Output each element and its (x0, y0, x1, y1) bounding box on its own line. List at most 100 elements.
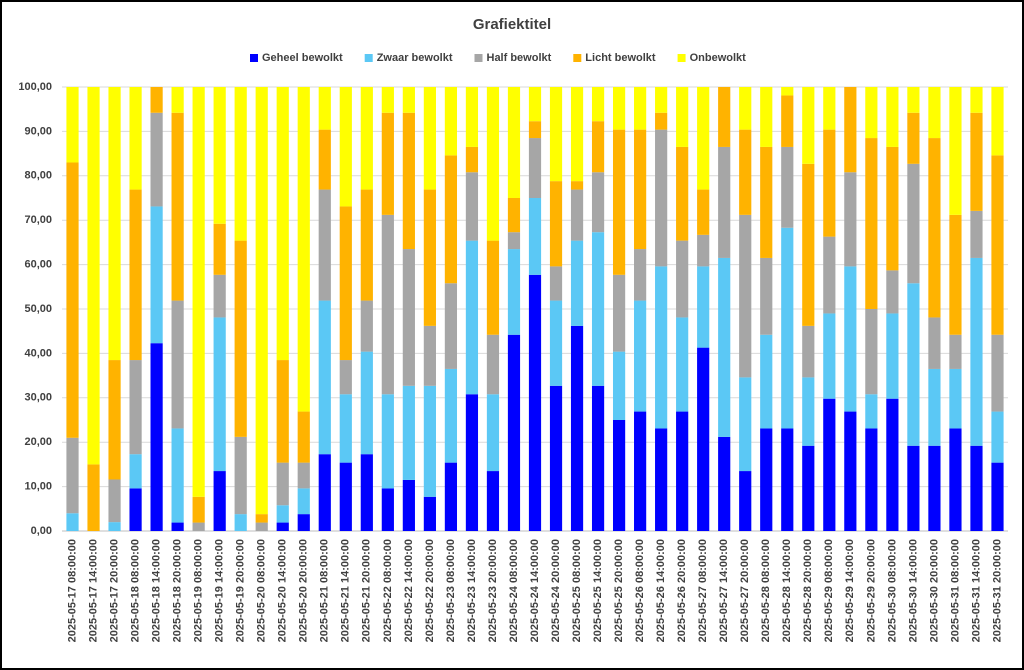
bar-segment (423, 87, 436, 190)
bar-segment (612, 351, 626, 420)
bar-segment (444, 87, 458, 156)
bar-segment (318, 189, 331, 301)
bar-segment (360, 351, 373, 455)
bar-segment (697, 87, 710, 190)
x-tick-label: 2025-05-31 20:00:00 (991, 539, 1003, 642)
bar-segment (444, 462, 458, 531)
bar-segment (823, 129, 836, 237)
bar-segment (970, 87, 983, 113)
bar-segment (760, 257, 773, 335)
x-tick-label: 2025-05-29 08:00:00 (823, 539, 835, 642)
bar-segment (423, 496, 436, 531)
bar-segment (381, 394, 394, 489)
x-tick-label: 2025-05-17 14:00:00 (87, 539, 99, 642)
bar-segment (739, 471, 752, 531)
bar-segment (150, 112, 163, 207)
bar-segment (970, 445, 983, 531)
bar-segment (528, 198, 542, 275)
bar-segment (760, 87, 773, 147)
bar-segment (655, 129, 668, 267)
y-tick-label: 90,00 (24, 125, 52, 137)
y-tick-label: 100,00 (18, 81, 52, 93)
x-tick-label: 2025-05-22 08:00:00 (382, 539, 394, 642)
bar-segment (634, 300, 647, 412)
bar-segment (234, 240, 247, 437)
bar-segment (171, 87, 184, 113)
bar-segment (655, 428, 668, 531)
bar-segment (402, 249, 415, 386)
bar-segment (297, 514, 310, 531)
bar-segment (507, 198, 521, 233)
legend-swatch (364, 54, 373, 62)
bar-segment (360, 189, 373, 301)
bar-segment (507, 334, 521, 531)
bar-segment (192, 87, 205, 497)
bar-segment (802, 163, 815, 326)
x-tick-label: 2025-05-30 08:00:00 (886, 539, 898, 642)
bar-segment (718, 436, 731, 531)
y-tick-label: 20,00 (24, 436, 52, 448)
x-tick-label: 2025-05-23 14:00:00 (466, 539, 478, 642)
x-tick-label: 2025-05-21 20:00:00 (361, 539, 373, 642)
bar-segment (129, 189, 142, 361)
x-tick-label: 2025-05-18 08:00:00 (129, 539, 141, 642)
bar-segment (318, 129, 331, 190)
bar-segment (760, 334, 773, 429)
bar-segment (87, 464, 100, 531)
bar-segment (634, 129, 647, 250)
bar-segment (213, 223, 226, 275)
bar-segment (634, 87, 647, 130)
bar-segment (108, 479, 121, 523)
bar-segment (486, 87, 500, 241)
x-tick-label: 2025-05-18 14:00:00 (151, 539, 163, 642)
bar-segment (844, 411, 857, 531)
bar-segment (129, 488, 142, 531)
bar-segment (739, 129, 752, 215)
bar-segment (591, 385, 605, 531)
x-tick-label: 2025-05-25 20:00:00 (613, 539, 625, 642)
bar-segment (108, 522, 121, 531)
bar-segment (360, 87, 373, 190)
bar-segment (465, 172, 479, 241)
bar-segment (339, 462, 352, 531)
bar-segment (802, 445, 815, 531)
x-tick-label: 2025-05-21 14:00:00 (340, 539, 352, 642)
bar-segment (612, 274, 626, 352)
bar-segment (781, 95, 794, 147)
y-tick-label: 80,00 (24, 170, 52, 182)
bar-segment (802, 325, 815, 378)
y-tick-label: 10,00 (24, 481, 52, 493)
legend-swatch (573, 54, 582, 62)
x-tick-label: 2025-05-28 14:00:00 (781, 539, 793, 642)
bar-segment (129, 87, 142, 190)
bar-segment (570, 87, 584, 182)
x-tick-label: 2025-05-20 20:00:00 (298, 539, 310, 642)
bar-segment (528, 121, 542, 139)
bar-segment (970, 210, 983, 258)
bar-segment (255, 514, 268, 523)
bar-segment (907, 283, 920, 446)
bar-segment (444, 368, 458, 463)
bar-segment (507, 249, 521, 335)
bar-segment (402, 112, 415, 250)
bar-segment (760, 428, 773, 531)
x-tick-label: 2025-05-31 08:00:00 (949, 539, 961, 642)
bar-segment (697, 234, 710, 267)
bar-segment (402, 87, 415, 113)
bar-segment (612, 87, 626, 130)
bar-segment (612, 420, 626, 531)
bar-segment (591, 121, 605, 173)
bar-segment (570, 181, 584, 190)
bar-segment (718, 146, 731, 258)
x-tick-label: 2025-05-26 08:00:00 (634, 539, 646, 642)
bar-segment (171, 112, 184, 301)
x-tick-label: 2025-05-20 08:00:00 (256, 539, 268, 642)
bar-segment (171, 522, 184, 531)
bar-segment (676, 87, 689, 147)
x-tick-label: 2025-05-30 14:00:00 (907, 539, 919, 642)
bar-segment (970, 257, 983, 446)
bar-segment (655, 112, 668, 130)
bar-segment (949, 334, 962, 369)
bar-segment (697, 189, 710, 235)
